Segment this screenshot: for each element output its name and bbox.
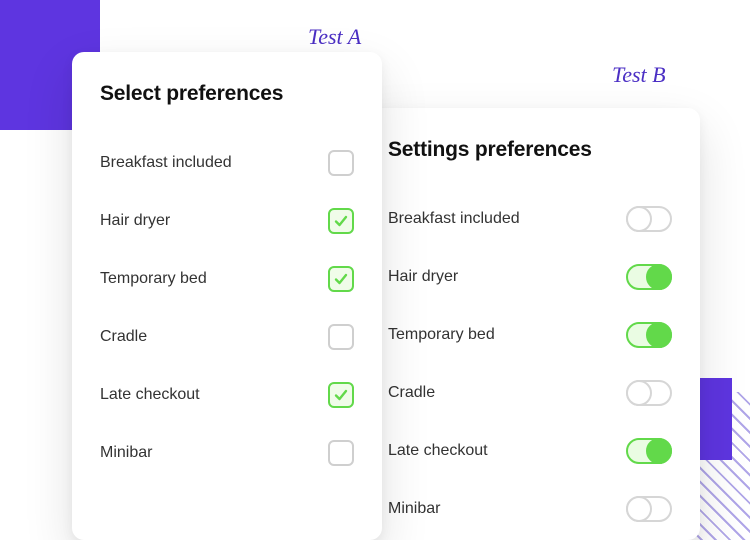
toggle-knob: [646, 438, 672, 464]
pref-row: Temporary bed: [100, 250, 354, 308]
pref-row: Minibar: [388, 480, 672, 538]
pref-row: Late checkout: [100, 366, 354, 424]
pref-row: Cradle: [100, 308, 354, 366]
pref-label: Cradle: [388, 384, 435, 402]
toggle-knob: [626, 206, 652, 232]
pref-row: Temporary bed: [388, 306, 672, 364]
toggle-knob: [646, 322, 672, 348]
pref-label: Breakfast included: [388, 210, 520, 228]
checkbox-minibar[interactable]: [328, 440, 354, 466]
variant-b-label: Test B: [612, 62, 666, 88]
variant-a-label: Test A: [308, 24, 361, 50]
checkbox-breakfast[interactable]: [328, 150, 354, 176]
preferences-card-b: Settings preferences Breakfast included …: [360, 108, 700, 540]
pref-label: Minibar: [100, 444, 152, 462]
toggle-minibar[interactable]: [626, 496, 672, 522]
pref-row: Minibar: [100, 424, 354, 482]
preferences-card-a: Select preferences Breakfast included Ha…: [72, 52, 382, 540]
checkbox-temporary-bed[interactable]: [328, 266, 354, 292]
pref-label: Hair dryer: [100, 212, 170, 230]
pref-row: Late checkout: [388, 422, 672, 480]
pref-label: Temporary bed: [388, 326, 495, 344]
toggle-temporary-bed[interactable]: [626, 322, 672, 348]
toggle-knob: [626, 380, 652, 406]
checkbox-hair-dryer[interactable]: [328, 208, 354, 234]
pref-row: Cradle: [388, 364, 672, 422]
checkbox-late-checkout[interactable]: [328, 382, 354, 408]
pref-label: Temporary bed: [100, 270, 207, 288]
card-a-title: Select preferences: [100, 82, 354, 106]
pref-row: Hair dryer: [100, 192, 354, 250]
toggle-breakfast[interactable]: [626, 206, 672, 232]
checkbox-cradle[interactable]: [328, 324, 354, 350]
pref-row: Breakfast included: [388, 190, 672, 248]
pref-label: Late checkout: [388, 442, 488, 460]
pref-row: Breakfast included: [100, 134, 354, 192]
pref-label: Cradle: [100, 328, 147, 346]
pref-label: Late checkout: [100, 386, 200, 404]
toggle-knob: [626, 496, 652, 522]
toggle-hair-dryer[interactable]: [626, 264, 672, 290]
card-b-title: Settings preferences: [388, 138, 672, 162]
pref-label: Minibar: [388, 500, 440, 518]
toggle-late-checkout[interactable]: [626, 438, 672, 464]
pref-row: Hair dryer: [388, 248, 672, 306]
pref-label: Hair dryer: [388, 268, 458, 286]
toggle-cradle[interactable]: [626, 380, 672, 406]
pref-label: Breakfast included: [100, 154, 232, 172]
toggle-knob: [646, 264, 672, 290]
